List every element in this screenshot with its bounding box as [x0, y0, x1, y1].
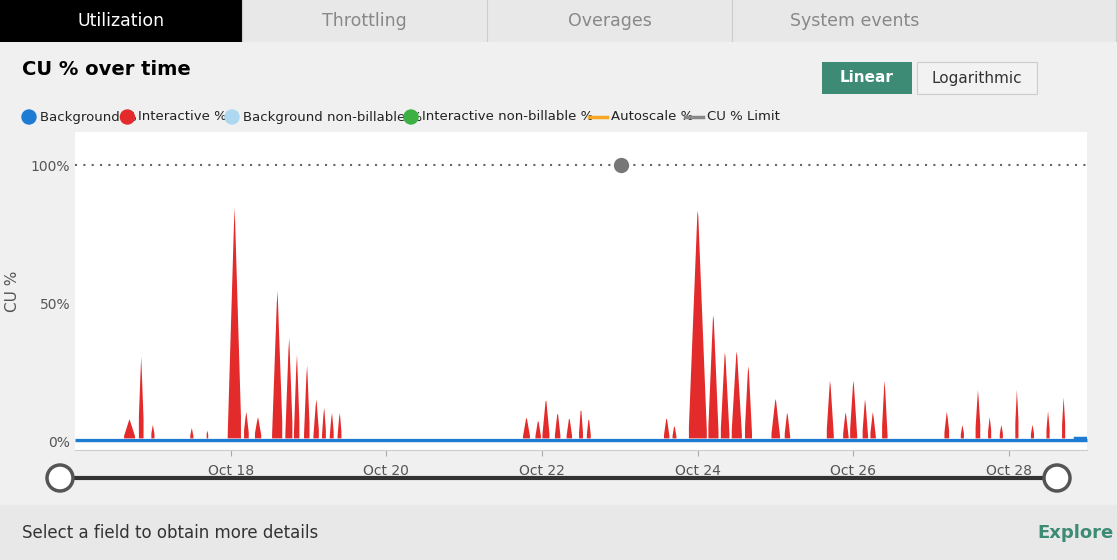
- Circle shape: [1044, 465, 1070, 491]
- Text: Utilization: Utilization: [77, 12, 164, 30]
- FancyBboxPatch shape: [917, 62, 1037, 94]
- Bar: [487, 0, 732, 42]
- Text: System events: System events: [790, 12, 919, 30]
- Bar: [732, 0, 977, 42]
- Text: Select a field to obtain more details: Select a field to obtain more details: [22, 524, 318, 542]
- Text: Interactive %: Interactive %: [139, 110, 227, 124]
- FancyBboxPatch shape: [822, 62, 911, 94]
- Y-axis label: CU %: CU %: [4, 270, 19, 312]
- Text: Linear: Linear: [840, 71, 894, 86]
- Circle shape: [121, 110, 134, 124]
- Text: CU % over time: CU % over time: [22, 60, 191, 79]
- Bar: [242, 0, 487, 42]
- Circle shape: [22, 110, 36, 124]
- Text: Interactive non-billable %: Interactive non-billable %: [422, 110, 593, 124]
- Text: Overages: Overages: [567, 12, 651, 30]
- Circle shape: [47, 465, 73, 491]
- Text: Autoscale %: Autoscale %: [611, 110, 694, 124]
- Text: Background non-billable %: Background non-billable %: [244, 110, 422, 124]
- Text: Throttling: Throttling: [322, 12, 407, 30]
- Circle shape: [404, 110, 418, 124]
- Text: Logarithmic: Logarithmic: [932, 71, 1022, 86]
- Text: Background %: Background %: [40, 110, 136, 124]
- Bar: [0, 505, 1117, 560]
- Bar: [0, 0, 242, 42]
- Circle shape: [225, 110, 239, 124]
- Text: Explore: Explore: [1037, 524, 1114, 542]
- Text: CU % Limit: CU % Limit: [707, 110, 781, 124]
